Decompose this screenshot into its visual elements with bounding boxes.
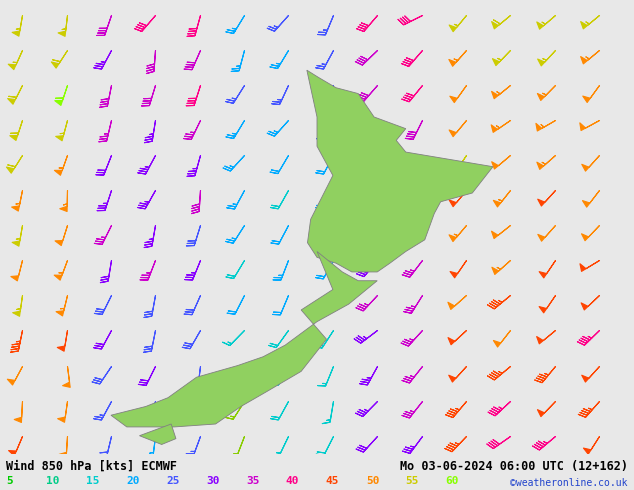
Text: 10: 10 [46,476,60,486]
Text: 40: 40 [286,476,299,486]
Text: 15: 15 [86,476,100,486]
Text: 5: 5 [6,476,13,486]
Text: ©weatheronline.co.uk: ©weatheronline.co.uk [510,478,628,488]
Text: 20: 20 [126,476,139,486]
Polygon shape [139,424,176,444]
Polygon shape [307,70,493,272]
Text: Wind 850 hPa [kts] ECMWF: Wind 850 hPa [kts] ECMWF [6,460,178,473]
Text: 60: 60 [446,476,459,486]
Text: 30: 30 [206,476,219,486]
Text: 55: 55 [406,476,419,486]
Text: 25: 25 [166,476,179,486]
Text: Mo 03-06-2024 06:00 UTC (12+162): Mo 03-06-2024 06:00 UTC (12+162) [399,460,628,473]
Text: 50: 50 [366,476,379,486]
Polygon shape [111,251,377,427]
Text: 45: 45 [326,476,339,486]
Text: 35: 35 [246,476,259,486]
